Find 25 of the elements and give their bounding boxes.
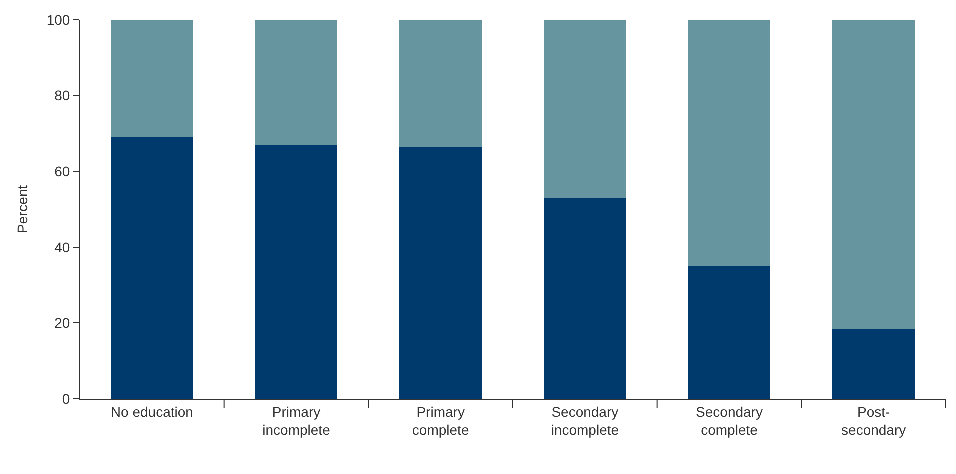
bar bbox=[544, 198, 626, 399]
bar bbox=[832, 328, 915, 399]
bar bbox=[832, 20, 915, 329]
bar bbox=[400, 20, 482, 147]
bar bbox=[111, 137, 194, 399]
x-tick-label: Post- secondary bbox=[842, 404, 906, 438]
x-tick-label: No education bbox=[110, 404, 194, 420]
bar bbox=[688, 20, 771, 266]
y-tick-label: 40 bbox=[54, 239, 70, 256]
bar bbox=[111, 20, 194, 138]
x-tick-label: Primary incomplete bbox=[262, 404, 331, 438]
bar bbox=[544, 20, 626, 198]
x-tick-label: Primary complete bbox=[412, 404, 470, 438]
y-tick-label: 100 bbox=[46, 12, 70, 28]
y-tick-label: 80 bbox=[54, 88, 70, 104]
bar bbox=[255, 20, 338, 146]
bar bbox=[255, 145, 338, 399]
bar bbox=[400, 146, 482, 399]
x-tick-label: Secondary complete bbox=[696, 404, 763, 438]
y-tick-label: 20 bbox=[54, 315, 70, 332]
y-tick-label: 0 bbox=[62, 390, 70, 407]
y-axis-title: Percent bbox=[14, 185, 30, 234]
bar bbox=[688, 266, 771, 399]
y-tick-label: 60 bbox=[54, 164, 70, 180]
x-tick-label: Secondary incomplete bbox=[551, 404, 620, 438]
